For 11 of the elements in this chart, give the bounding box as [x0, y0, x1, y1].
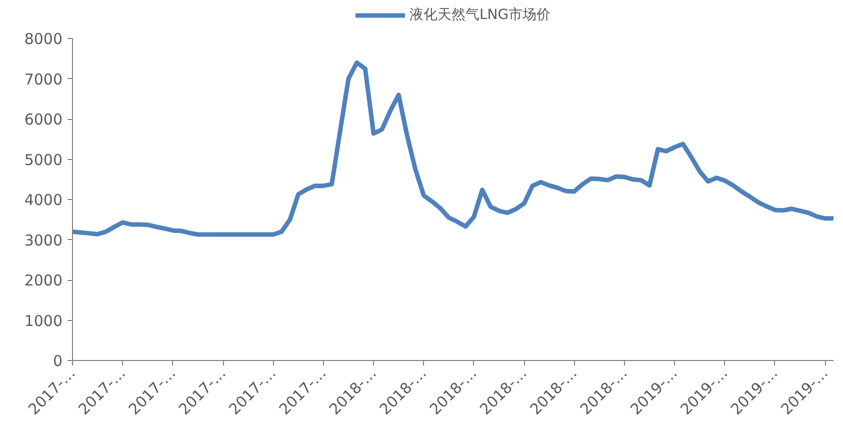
y-tick-label: 2000	[24, 272, 63, 290]
legend-label: 液化天然气LNG市场价	[409, 6, 551, 24]
y-tick-label: 8000	[24, 30, 63, 48]
y-tick-label: 7000	[24, 70, 63, 88]
y-tick-label: 6000	[24, 110, 63, 128]
y-tick-label: 4000	[24, 191, 63, 209]
y-tick-label: 1000	[24, 312, 63, 330]
y-tick-label: 3000	[24, 231, 63, 250]
y-tick-label: 0	[52, 352, 63, 370]
y-tick-label: 5000	[24, 150, 63, 169]
line-series	[72, 60, 834, 237]
